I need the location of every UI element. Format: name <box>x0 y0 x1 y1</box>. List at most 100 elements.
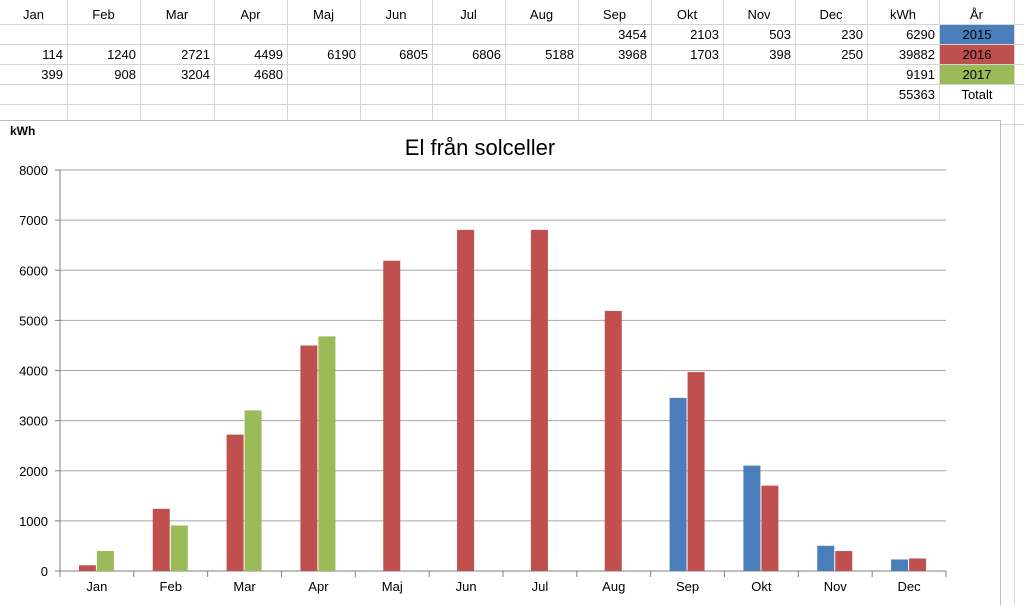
y-tick-label: 3000 <box>19 414 48 429</box>
x-tick-label: Nov <box>824 579 848 594</box>
value-cell[interactable] <box>67 26 140 44</box>
header-cell[interactable]: Aug <box>529 7 554 22</box>
value-cell[interactable]: 5188 <box>545 47 574 62</box>
header-cell[interactable]: År <box>970 7 983 22</box>
value-cell[interactable] <box>214 26 287 44</box>
x-tick-label: Jan <box>86 579 107 594</box>
value-cell[interactable] <box>723 66 795 84</box>
header-cell[interactable]: Jan <box>23 7 44 22</box>
header-cell[interactable]: Maj <box>313 7 334 22</box>
bar-2016-apr <box>300 345 318 571</box>
header-cell[interactable]: Jul <box>460 7 477 22</box>
kwh-total-cell[interactable]: 55363 <box>898 87 935 102</box>
header-cell[interactable]: Dec <box>819 7 843 22</box>
value-cell[interactable] <box>140 86 214 104</box>
row-gridline <box>0 24 1024 25</box>
y-tick-label: 8000 <box>19 163 48 178</box>
x-tick-label: Feb <box>160 579 182 594</box>
value-cell[interactable]: 4499 <box>254 47 283 62</box>
value-cell[interactable]: 399 <box>41 67 63 82</box>
bar-2016-maj <box>383 260 401 571</box>
value-cell[interactable] <box>651 66 723 84</box>
header-cell[interactable]: Okt <box>676 7 698 22</box>
value-cell[interactable]: 2721 <box>181 47 210 62</box>
bar-2016-mar <box>226 434 244 571</box>
year-cell[interactable]: 2017 <box>940 65 1014 84</box>
value-cell[interactable]: 6805 <box>399 47 428 62</box>
value-cell[interactable] <box>214 86 287 104</box>
value-cell[interactable]: 1240 <box>107 47 136 62</box>
value-cell[interactable]: 6190 <box>327 47 356 62</box>
value-cell[interactable]: 398 <box>769 47 791 62</box>
value-cell[interactable]: 3204 <box>181 67 210 82</box>
value-cell[interactable] <box>287 26 360 44</box>
value-cell[interactable] <box>505 26 578 44</box>
header-cell[interactable]: Feb <box>92 7 115 22</box>
header-cell[interactable]: Nov <box>747 7 771 22</box>
value-cell[interactable]: 6806 <box>472 47 501 62</box>
value-cell[interactable] <box>505 86 578 104</box>
value-cell[interactable] <box>578 66 651 84</box>
header-cell[interactable]: Sep <box>602 7 627 22</box>
value-cell[interactable] <box>360 66 432 84</box>
y-tick-label: 6000 <box>19 263 48 278</box>
value-cell[interactable] <box>795 66 867 84</box>
row-gridline <box>0 84 1024 85</box>
bar-2016-okt <box>761 485 779 571</box>
value-cell[interactable]: 114 <box>42 47 63 62</box>
value-cell[interactable]: 230 <box>841 27 863 42</box>
header-cell[interactable]: kWh <box>890 7 916 22</box>
kwh-total-cell[interactable]: 9191 <box>906 67 935 82</box>
value-cell[interactable]: 3454 <box>618 27 647 42</box>
x-tick-label: Apr <box>308 579 329 594</box>
y-tick-label: 5000 <box>19 313 48 328</box>
value-cell[interactable]: 3968 <box>618 47 647 62</box>
value-cell[interactable] <box>432 26 505 44</box>
kwh-total-cell[interactable]: 39882 <box>898 47 935 62</box>
value-cell[interactable]: 4680 <box>254 67 283 82</box>
year-cell[interactable]: 2015 <box>940 25 1014 44</box>
x-tick-label: Mar <box>233 579 256 594</box>
value-cell[interactable] <box>432 86 505 104</box>
value-cell[interactable]: 2103 <box>690 27 719 42</box>
y-axis-label: kWh <box>10 124 35 138</box>
header-cell[interactable]: Jun <box>385 7 407 22</box>
value-cell[interactable] <box>0 86 67 104</box>
bar-2017-jan <box>96 551 114 571</box>
value-cell[interactable] <box>723 86 795 104</box>
bar-2016-feb <box>152 508 170 571</box>
value-cell[interactable] <box>651 86 723 104</box>
bar-2016-sep <box>687 372 705 571</box>
value-cell[interactable] <box>67 86 140 104</box>
bar-2016-dec <box>909 558 927 571</box>
value-cell[interactable]: 908 <box>114 67 136 82</box>
value-cell[interactable]: 503 <box>769 27 791 42</box>
value-cell[interactable]: 1703 <box>690 47 719 62</box>
header-cell[interactable]: Apr <box>240 7 261 22</box>
bar-chart: El från solceller kWh 0 1000 2000 3000 4000 500… <box>10 124 947 594</box>
value-cell[interactable] <box>360 86 432 104</box>
value-cell[interactable] <box>432 66 505 84</box>
bar-2016-jul <box>530 229 548 571</box>
value-cell[interactable] <box>360 26 432 44</box>
year-cell[interactable]: 2016 <box>940 45 1014 64</box>
x-tick-label: Jul <box>532 579 549 594</box>
value-cell[interactable] <box>505 66 578 84</box>
value-cell[interactable] <box>140 26 214 44</box>
value-cell[interactable] <box>0 26 67 44</box>
value-cell[interactable] <box>795 86 867 104</box>
row-gridline <box>0 64 1024 65</box>
value-cell[interactable] <box>578 86 651 104</box>
column-gridline <box>1014 0 1015 604</box>
value-cell[interactable]: 250 <box>841 47 863 62</box>
value-cell[interactable] <box>287 86 360 104</box>
y-tick-label: 0 <box>41 564 48 579</box>
kwh-total-cell[interactable]: 6290 <box>906 27 935 42</box>
bar-2015-okt <box>743 465 761 571</box>
year-cell[interactable]: Totalt <box>961 87 993 102</box>
chart-frame[interactable]: El från solceller kWh 0 1000 2000 3000 4000 500… <box>0 120 1001 605</box>
header-cell[interactable]: Mar <box>165 7 189 22</box>
value-cell[interactable] <box>287 66 360 84</box>
bar-2015-sep <box>669 397 687 571</box>
